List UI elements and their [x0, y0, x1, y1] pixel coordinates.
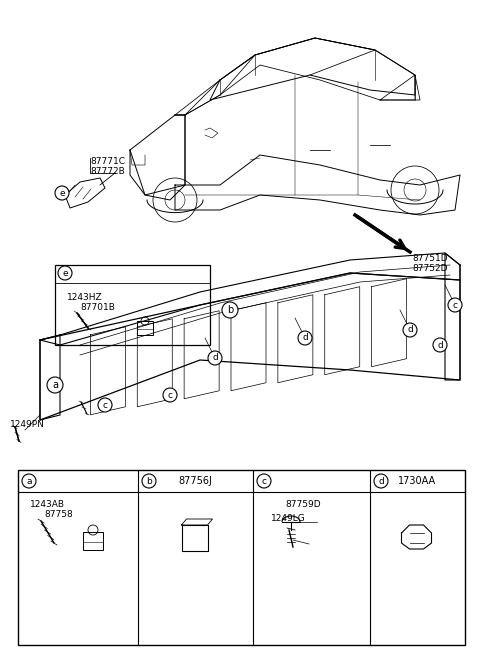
Circle shape: [22, 474, 36, 488]
Circle shape: [47, 377, 63, 393]
Text: 87756J: 87756J: [179, 476, 213, 486]
Text: d: d: [378, 476, 384, 485]
Circle shape: [58, 266, 72, 280]
Text: a: a: [52, 380, 58, 390]
Circle shape: [448, 298, 462, 312]
Circle shape: [222, 302, 238, 318]
Text: c: c: [168, 390, 172, 400]
Text: b: b: [146, 476, 152, 485]
Bar: [18, 470, 465, 645]
Text: 87771C
87772B: 87771C 87772B: [90, 157, 125, 176]
Text: 87751D
87752D: 87751D 87752D: [412, 254, 448, 274]
Circle shape: [142, 474, 156, 488]
Bar: [83, 532, 103, 550]
Circle shape: [257, 474, 271, 488]
Text: 87759D: 87759D: [285, 500, 321, 509]
Text: 1730AA: 1730AA: [398, 476, 437, 486]
Text: d: d: [407, 325, 413, 335]
Bar: [181, 525, 207, 551]
Text: e: e: [59, 188, 65, 197]
Circle shape: [433, 338, 447, 352]
Text: c: c: [103, 401, 108, 409]
Circle shape: [374, 474, 388, 488]
Text: d: d: [437, 340, 443, 350]
Text: b: b: [227, 305, 233, 315]
Text: 1249PN: 1249PN: [10, 420, 45, 429]
Text: a: a: [26, 476, 32, 485]
Text: c: c: [262, 476, 266, 485]
Text: 1243HZ: 1243HZ: [67, 293, 103, 302]
Text: 1243AB: 1243AB: [30, 500, 65, 509]
Text: 87701B: 87701B: [80, 303, 115, 312]
Circle shape: [298, 331, 312, 345]
Text: c: c: [453, 300, 457, 310]
Text: d: d: [302, 333, 308, 342]
Bar: [55, 265, 210, 345]
Circle shape: [403, 323, 417, 337]
Circle shape: [55, 186, 69, 200]
Text: e: e: [62, 268, 68, 277]
Text: d: d: [212, 354, 218, 363]
Circle shape: [98, 398, 112, 412]
Circle shape: [163, 388, 177, 402]
Text: 87758: 87758: [44, 510, 73, 519]
Bar: [137, 321, 153, 335]
Circle shape: [208, 351, 222, 365]
Text: 1249LG: 1249LG: [271, 514, 306, 523]
